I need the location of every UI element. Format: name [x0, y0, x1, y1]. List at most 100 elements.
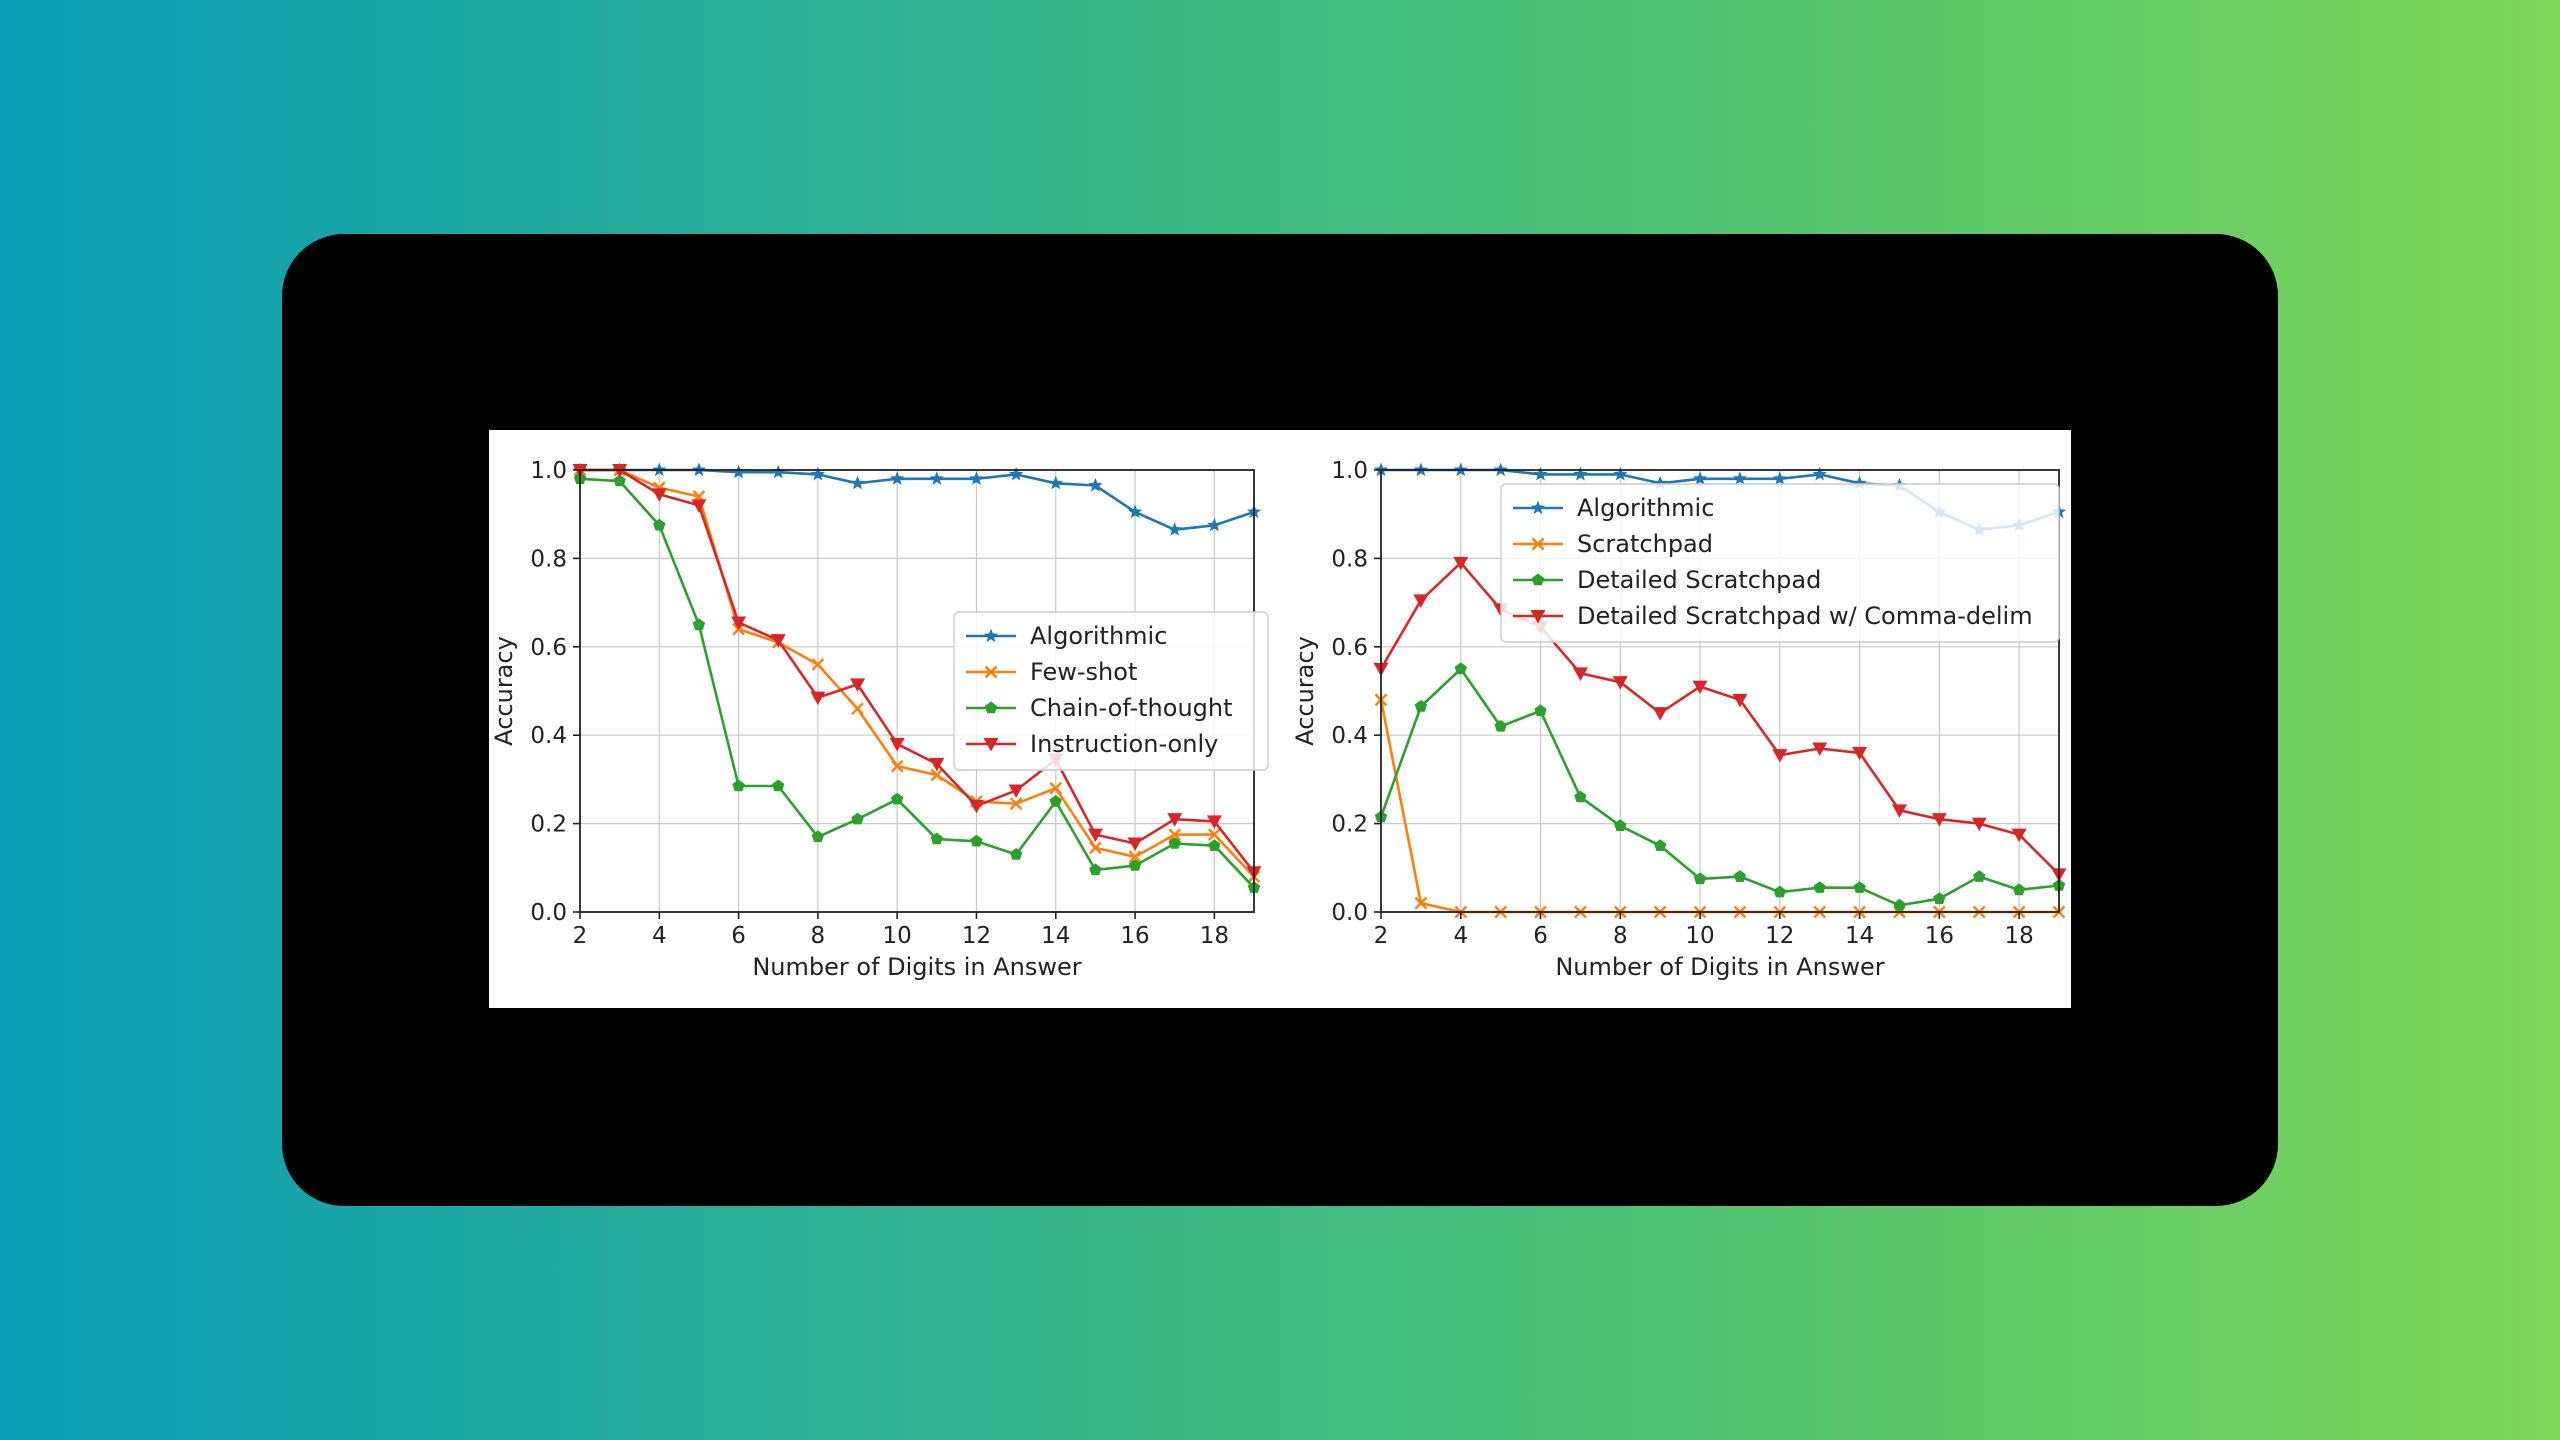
y-tick-label: 0.2: [530, 812, 567, 838]
x-tick-label: 4: [1453, 923, 1468, 949]
data-point-1-9: [890, 471, 905, 485]
legend-label: Algorithmic: [1577, 494, 1714, 522]
data-point-4-13: [1852, 746, 1868, 761]
data-point-3-9: [891, 792, 904, 805]
legend-label: Scratchpad: [1577, 530, 1713, 558]
chart-1: 2 4 6 8 10 12 14 16 18 0.0 0.2 0.4 0.6 0.8 1.0 Number o…: [490, 458, 1269, 981]
data-point-3-3: [653, 518, 666, 531]
x-tick-label: 12: [962, 923, 991, 949]
y-tick-label: 0.6: [530, 635, 567, 661]
series-line-3: [579, 477, 1255, 889]
x-tick-label: 16: [1925, 923, 1954, 949]
data-point-3-5: [1534, 704, 1547, 717]
data-point-2-15: [1128, 850, 1142, 864]
data-point-2-2: [1414, 896, 1428, 910]
data-point-2-10: [930, 768, 944, 782]
data-point-3-12: [1009, 848, 1023, 860]
y-tick-label: 0.4: [1331, 723, 1368, 749]
data-point-4-4: [691, 499, 707, 513]
data-point-1-11: [969, 471, 984, 485]
data-point-4-12: [1812, 742, 1828, 756]
data-point-3-15: [1128, 859, 1142, 871]
data-point-1-6: [1573, 466, 1588, 481]
y-tick-label: 0.0: [1331, 900, 1368, 926]
data-point-4-11: [1772, 749, 1788, 763]
data-point-1-9: [1692, 471, 1708, 485]
data-point-3-16: [1973, 870, 1986, 882]
legend-swatch-marker: [1531, 573, 1545, 586]
x-tick-label: 12: [1765, 923, 1794, 949]
data-point-1-15: [1127, 504, 1143, 519]
legend-swatch-marker: [984, 665, 998, 679]
data-point-3-17: [2012, 883, 2026, 896]
data-point-4-14: [1087, 828, 1103, 843]
data-point-1-7: [810, 466, 825, 481]
y-tick-label: 0.8: [1331, 546, 1368, 572]
legend-swatch-marker: [1530, 610, 1546, 624]
data-point-2-16: [1168, 828, 1182, 841]
data-point-3-14: [1089, 863, 1102, 876]
x-axis-title: Number of Digits in Answer: [752, 953, 1081, 981]
data-point-4-9: [889, 738, 905, 752]
figure-svg: 2 4 6 8 10 12 14 16 18 0.0 0.2 0.4 0.6 0.8 1.0 Number o…: [490, 458, 2067, 981]
data-point-1-8: [850, 475, 865, 490]
data-point-3-3: [1454, 662, 1467, 675]
data-point-3-6: [1574, 790, 1587, 803]
data-point-2-14: [1089, 841, 1102, 855]
data-point-4-7: [810, 691, 826, 706]
data-point-3-4: [1494, 719, 1507, 732]
series-line-3: [1379, 667, 2060, 907]
x-tick-label: 8: [1613, 923, 1628, 949]
data-point-4-9: [1692, 680, 1708, 695]
data-point-4-10: [1732, 693, 1748, 708]
data-point-2-8: [851, 702, 864, 716]
y-tick-label: 0.0: [530, 900, 567, 926]
data-point-1-11: [1772, 471, 1787, 485]
data-point-1-16: [1167, 522, 1182, 536]
chart-2: 2 4 6 8 10 12 14 16 18 0.0 0.2 0.4 0.6 0.8 1.0 Number o…: [1291, 458, 2067, 981]
data-point-4-3: [651, 488, 667, 502]
legend-label: Algorithmic: [1030, 622, 1167, 650]
data-point-3-8: [851, 812, 864, 825]
x-axis-title: Number of Digits in Answer: [1555, 953, 1884, 981]
series-line-2: [580, 468, 1255, 878]
x-tick-label: 14: [1041, 923, 1070, 949]
y-axis-title: Accuracy: [1291, 636, 1319, 746]
series-line-4: [580, 468, 1256, 873]
data-point-3-7: [811, 830, 825, 843]
legend-label: Few-shot: [1030, 658, 1137, 686]
x-tick-label: 16: [1120, 923, 1149, 949]
y-tick-label: 0.4: [530, 723, 567, 749]
x-tick-label: 4: [652, 923, 667, 949]
legend-label: Detailed Scratchpad: [1577, 566, 1821, 594]
data-point-1-13: [1852, 475, 1867, 490]
data-point-4-8: [850, 678, 866, 692]
data-point-4-12: [1008, 784, 1024, 798]
data-point-3-5: [732, 779, 745, 792]
y-axis-title: Accuracy: [490, 636, 518, 746]
x-tick-label: 8: [811, 923, 826, 949]
data-point-3-13: [1853, 881, 1866, 893]
y-tick-label: 0.2: [1331, 812, 1368, 838]
y-tick-label: 0.8: [530, 546, 567, 572]
data-point-4-15: [1127, 837, 1143, 851]
legend-box: [1500, 483, 2060, 643]
legend-swatch-marker: [984, 701, 998, 714]
data-point-2-7: [811, 658, 825, 671]
data-point-2-13: [1049, 781, 1063, 795]
data-point-1-10: [929, 471, 944, 485]
y-tick-label: 1.0: [530, 458, 567, 484]
y-tick-label: 0.6: [1331, 635, 1368, 661]
legend-box: [953, 611, 1269, 771]
series-line-4: [1379, 561, 2060, 876]
data-point-3-7: [1614, 819, 1627, 832]
y-tick-label: 1.0: [1331, 458, 1368, 484]
data-point-4-6: [770, 634, 786, 648]
legend-label: Instruction-only: [1030, 730, 1218, 758]
plot-frame: [1380, 469, 2060, 913]
data-point-4-17: [2011, 828, 2027, 843]
legend-swatch-marker: [983, 628, 999, 643]
data-point-3-12: [1813, 881, 1826, 893]
x-tick-label: 2: [1374, 923, 1389, 949]
data-point-4-15: [1931, 813, 1947, 827]
